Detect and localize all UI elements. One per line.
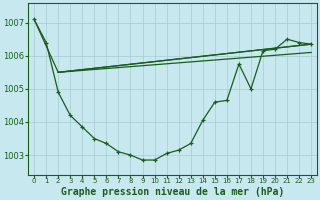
X-axis label: Graphe pression niveau de la mer (hPa): Graphe pression niveau de la mer (hPa) bbox=[61, 187, 284, 197]
